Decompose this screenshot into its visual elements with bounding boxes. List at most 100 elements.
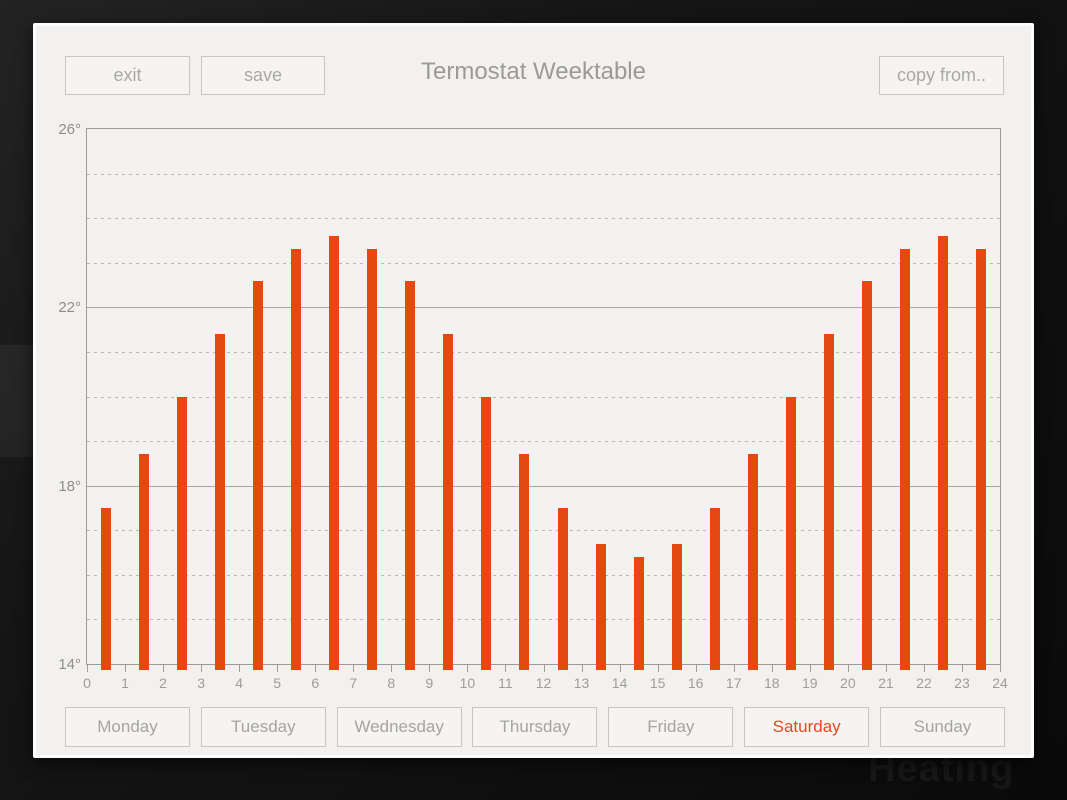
exit-button-label: exit xyxy=(113,65,142,85)
x-axis-tick xyxy=(657,665,659,672)
x-axis-tick xyxy=(163,665,165,672)
x-axis-label: 21 xyxy=(878,675,894,691)
x-axis-tick xyxy=(771,665,773,672)
day-tab-friday[interactable]: Friday xyxy=(608,707,734,747)
x-axis-tick xyxy=(505,665,507,672)
bar-hour-11[interactable] xyxy=(519,454,530,670)
day-tab-thursday[interactable]: Thursday xyxy=(472,707,598,747)
x-axis-tick xyxy=(961,665,963,672)
day-tab-label: Wednesday xyxy=(354,717,444,736)
exit-button[interactable]: exit xyxy=(65,56,190,95)
y-axis-label: 14° xyxy=(58,656,81,673)
x-axis-tick xyxy=(353,665,355,672)
bar-hour-23[interactable] xyxy=(975,249,986,670)
bar-hour-14[interactable] xyxy=(633,557,644,670)
day-tab-sunday[interactable]: Sunday xyxy=(879,707,1005,747)
day-tab-label: Saturday xyxy=(772,717,841,736)
x-axis-tick xyxy=(885,665,887,672)
bar-hour-8[interactable] xyxy=(405,280,416,670)
gridline-dashed xyxy=(87,619,1000,621)
bar-hour-21[interactable] xyxy=(899,249,910,670)
bar-hour-6[interactable] xyxy=(329,236,340,670)
x-axis-tick xyxy=(87,665,88,672)
bar-hour-22[interactable] xyxy=(937,236,948,670)
x-axis-tick xyxy=(619,665,621,672)
x-axis-label: 4 xyxy=(235,675,244,691)
bar-hour-20[interactable] xyxy=(861,280,872,670)
x-axis-label: 22 xyxy=(916,675,932,691)
gridline-dashed xyxy=(87,574,1000,576)
bar-hour-7[interactable] xyxy=(367,249,378,670)
x-axis-tick xyxy=(581,665,583,672)
x-axis-label: 23 xyxy=(954,675,970,691)
gridline-solid xyxy=(87,485,1000,487)
x-axis-label: 2 xyxy=(159,675,167,691)
x-axis-label: 1 xyxy=(121,675,129,691)
x-axis-label: 15 xyxy=(649,675,666,691)
bar-hour-10[interactable] xyxy=(481,396,492,670)
x-axis-label: 19 xyxy=(801,675,818,691)
y-axis-label: 26° xyxy=(58,121,81,138)
day-tab-tuesday[interactable]: Tuesday xyxy=(200,707,326,747)
x-axis-tick xyxy=(391,665,393,672)
chart-plot: 26° 22° 18° 14° 0 1 2 3 4 5 6 7 8 9 10 11 12 13 14 15 16 17 18… xyxy=(58,121,1007,691)
y-axis-label: 22° xyxy=(58,299,81,317)
save-button-label: save xyxy=(243,65,283,85)
save-button[interactable]: save xyxy=(201,56,325,95)
gridline-dashed xyxy=(87,173,1000,175)
x-axis-tick xyxy=(125,665,127,672)
day-tab-label: Monday xyxy=(97,717,158,736)
day-tab-monday[interactable]: Monday xyxy=(65,707,190,747)
day-tab-wednesday[interactable]: Wednesday xyxy=(336,707,462,747)
gridline-dashed xyxy=(87,530,1000,532)
x-axis-label: 8 xyxy=(387,675,396,691)
page-title: Termostat Weektable xyxy=(421,58,646,85)
bar-hour-18[interactable] xyxy=(785,396,796,670)
bar-hour-0[interactable] xyxy=(101,507,112,670)
x-axis-label: 6 xyxy=(311,675,320,691)
bar-hour-3[interactable] xyxy=(215,334,226,670)
x-axis-tick xyxy=(201,665,203,672)
gridline-dashed xyxy=(87,262,1000,264)
x-axis-label: 20 xyxy=(840,675,856,691)
bar-hour-15[interactable] xyxy=(671,543,682,670)
x-axis-label: 13 xyxy=(573,675,590,691)
gridline-solid xyxy=(87,307,1000,309)
bar-hour-2[interactable] xyxy=(177,396,188,670)
x-axis-label: 16 xyxy=(687,675,704,691)
x-axis-tick xyxy=(315,665,317,672)
x-axis-label: 14 xyxy=(611,675,628,691)
copy-from-button[interactable]: copy from.. xyxy=(879,56,1004,95)
day-tab-label: Sunday xyxy=(913,717,972,736)
bar-hour-16[interactable] xyxy=(709,507,720,670)
day-tab-saturday[interactable]: Saturday xyxy=(744,707,870,747)
bar-hour-13[interactable] xyxy=(595,543,606,670)
x-axis-tick xyxy=(277,665,279,672)
bar-hour-12[interactable] xyxy=(557,507,568,670)
bar-hour-5[interactable] xyxy=(291,249,302,670)
x-axis-label: 17 xyxy=(725,675,742,691)
bar-hour-1[interactable] xyxy=(139,454,150,670)
x-axis-tick xyxy=(809,665,811,672)
x-axis-tick xyxy=(543,665,545,672)
x-axis-label: 18 xyxy=(763,675,780,691)
x-axis-label: 24 xyxy=(992,675,1008,691)
x-axis-label: 7 xyxy=(349,675,358,691)
bar-hour-17[interactable] xyxy=(747,454,758,670)
bar-hour-19[interactable] xyxy=(823,334,834,670)
x-axis-label: 10 xyxy=(459,675,476,691)
x-axis-tick xyxy=(923,665,925,672)
day-tab-label: Thursday xyxy=(499,717,571,736)
weektable-dialog: exit save Termostat Weektable copy from.… xyxy=(33,23,1034,758)
x-axis-label: 0 xyxy=(83,675,91,691)
x-axis-tick xyxy=(467,665,469,672)
bar-hour-4[interactable] xyxy=(253,280,264,670)
x-axis-label: 5 xyxy=(273,675,282,691)
bar-hour-9[interactable] xyxy=(443,334,454,670)
gridline-dashed xyxy=(87,351,1000,353)
x-axis-tick xyxy=(429,665,431,672)
background-light-band xyxy=(0,345,33,457)
x-axis-label: 9 xyxy=(425,675,434,691)
copy-from-button-label: copy from.. xyxy=(896,65,987,85)
